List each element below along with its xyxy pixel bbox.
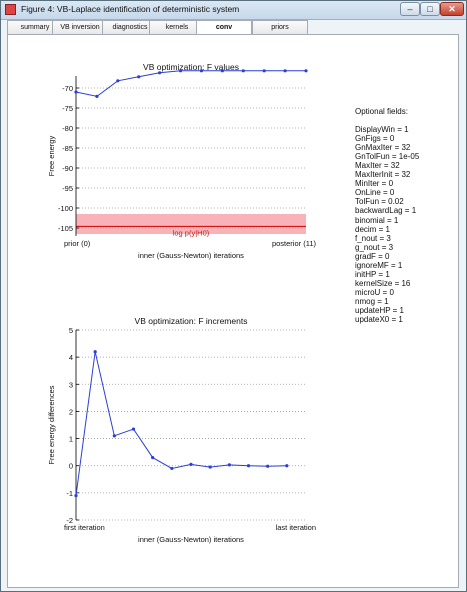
option-item: OnLine = 0 — [355, 188, 419, 197]
x-axis-label: inner (Gauss-Newton) iterations — [138, 535, 244, 544]
data-point — [221, 69, 224, 72]
option-item: g_nout = 3 — [355, 243, 419, 252]
data-point — [158, 71, 161, 74]
series-line — [76, 352, 287, 496]
x-axis-label: inner (Gauss-Newton) iterations — [138, 251, 244, 260]
data-point — [247, 464, 250, 467]
figure-panel: log p(y|H0) -70 -75 -80 -85 -90 -95 -100 -105 pri… — [7, 34, 459, 588]
data-point — [304, 69, 307, 72]
y-tick-label: -75 — [62, 104, 73, 113]
data-point — [113, 434, 116, 437]
option-item: nmog = 1 — [355, 297, 419, 306]
option-item: binomial = 1 — [355, 216, 419, 225]
data-point — [137, 75, 140, 78]
y-axis-label: Free energy differences — [47, 385, 56, 464]
optional-fields-panel: Optional fields: DisplayWin = 1 GnFigs =… — [355, 107, 419, 324]
option-item: MaxIter = 32 — [355, 161, 419, 170]
band-label: log p(y|H0) — [173, 228, 210, 237]
y-tick-label: 3 — [69, 380, 73, 389]
x-tick-label: prior (0) — [64, 239, 91, 248]
option-item: updateHP = 1 — [355, 306, 419, 315]
tab-priors[interactable]: priors — [252, 20, 308, 35]
option-item: MinIter = 0 — [355, 179, 419, 188]
y-tick-label: -105 — [58, 224, 73, 233]
y-tick-label: -1 — [66, 489, 73, 498]
data-point — [283, 69, 286, 72]
y-axis-label: Free energy — [47, 136, 56, 177]
tab-vb-inversion[interactable]: VB inversion — [52, 20, 108, 35]
y-tick-label: 1 — [69, 435, 73, 444]
option-item: initHP = 1 — [355, 270, 419, 279]
option-item: GnMaxIter = 32 — [355, 143, 419, 152]
data-point — [74, 90, 77, 93]
option-item: gradF = 0 — [355, 252, 419, 261]
data-point — [285, 464, 288, 467]
window-title: Figure 4: VB-Laplace identification of d… — [21, 4, 239, 14]
y-tick-label: 2 — [69, 407, 73, 416]
y-tick-label: -100 — [58, 204, 73, 213]
option-item: f_nout = 3 — [355, 234, 419, 243]
x-tick-label: first iteration — [64, 523, 105, 532]
y-tick-label: -95 — [62, 184, 73, 193]
minimize-button[interactable]: – — [400, 2, 420, 16]
title-bar[interactable]: Figure 4: VB-Laplace identification of d… — [1, 1, 466, 20]
chart-title: VB optimization: F increments — [135, 316, 248, 326]
data-point — [209, 465, 212, 468]
data-point — [116, 79, 119, 82]
option-item: microU = 0 — [355, 288, 419, 297]
option-item: ignoreMF = 1 — [355, 261, 419, 270]
y-tick-label: -85 — [62, 144, 73, 153]
x-tick-label: posterior (11) — [272, 239, 317, 248]
data-point — [266, 465, 269, 468]
option-item: GnTolFun = 1e-05 — [355, 152, 419, 161]
close-button[interactable]: ✕ — [440, 2, 464, 16]
data-point — [263, 69, 266, 72]
x-tick-label: last iteration — [276, 523, 316, 532]
data-point — [228, 463, 231, 466]
series-line — [76, 71, 306, 97]
option-item: TolFun = 0.02 — [355, 197, 419, 206]
option-item: updateX0 = 1 — [355, 315, 419, 324]
y-tick-label: -80 — [62, 124, 73, 133]
maximize-button[interactable]: □ — [420, 2, 440, 16]
option-item: DisplayWin = 1 — [355, 125, 419, 134]
option-item: backwardLag = 1 — [355, 206, 419, 215]
option-item: MaxIterInit = 32 — [355, 170, 419, 179]
y-tick-label: 0 — [69, 462, 73, 471]
data-point — [170, 467, 173, 470]
data-point — [74, 494, 77, 497]
f-values-chart: log p(y|H0) -70 -75 -80 -85 -90 -95 -100 -105 pri… — [8, 35, 338, 285]
y-tick-label: -70 — [62, 84, 73, 93]
y-tick-label: -90 — [62, 164, 73, 173]
matlab-figure-icon — [5, 4, 16, 15]
data-point — [179, 69, 182, 72]
data-point — [95, 95, 98, 98]
option-item: kernelSize = 16 — [355, 279, 419, 288]
y-tick-label: 5 — [69, 326, 73, 335]
data-point — [242, 69, 245, 72]
data-point — [189, 463, 192, 466]
data-point — [151, 456, 154, 459]
data-point — [94, 350, 97, 353]
data-point — [132, 427, 135, 430]
option-item: decim = 1 — [355, 225, 419, 234]
option-item: GnFigs = 0 — [355, 134, 419, 143]
optional-fields-header: Optional fields: — [355, 107, 419, 116]
y-tick-label: 4 — [69, 353, 73, 362]
data-point — [200, 69, 203, 72]
